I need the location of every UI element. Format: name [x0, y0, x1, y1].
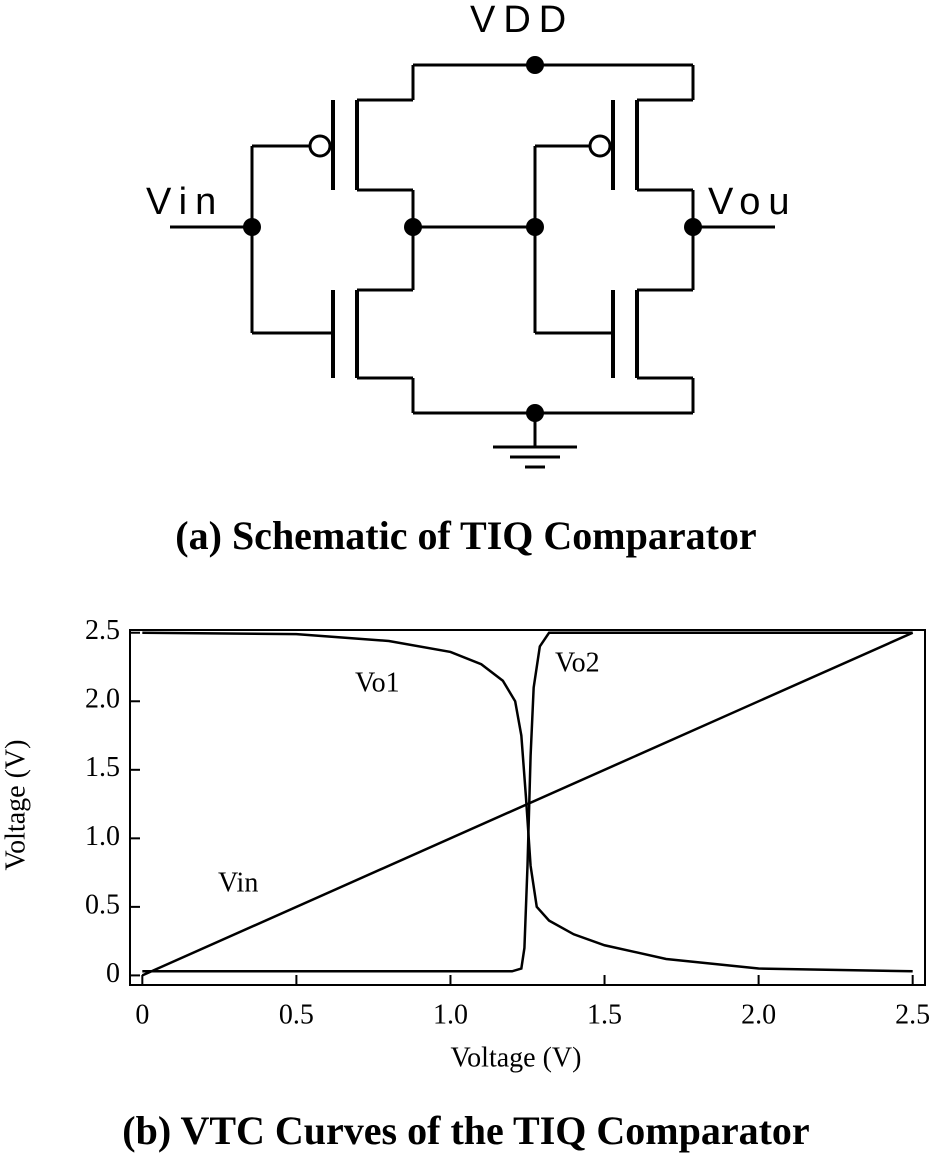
node-dot [526, 56, 544, 74]
x-tick-label: 0.5 [279, 999, 314, 1030]
gate-bubble [308, 134, 332, 158]
y-tick-label: 1.0 [85, 821, 120, 852]
x-tick-label: 1.5 [587, 999, 622, 1030]
y-tick-label: 0 [106, 958, 120, 989]
caption-b: (b) VTC Curves of the TIQ Comparator [122, 1108, 809, 1153]
caption-a: (a) Schematic of TIQ Comparator [175, 513, 756, 558]
gate-bubble [588, 134, 612, 158]
series-label: Vin [218, 867, 258, 898]
vdd-label: VDD [470, 0, 574, 41]
series-line [142, 631, 913, 973]
x-tick-label: 2.5 [895, 999, 930, 1030]
series-label: Vo1 [355, 667, 400, 698]
node-dot [404, 218, 422, 236]
node-dot [243, 218, 261, 236]
y-axis-label: Voltage (V) [0, 740, 31, 871]
plot-frame [129, 629, 926, 986]
vout-label: Vou [708, 181, 798, 223]
x-axis-label: Voltage (V) [451, 1042, 582, 1073]
x-tick-label: 2.0 [741, 999, 776, 1030]
node-dot [526, 218, 544, 236]
series-line [142, 631, 913, 973]
y-tick-label: 0.5 [85, 889, 120, 920]
series-line [141, 631, 914, 977]
node-dot [684, 218, 702, 236]
series-label: Vo2 [555, 647, 600, 678]
node-dot [526, 404, 544, 422]
vin-label: Vin [146, 181, 224, 223]
x-tick-label: 0 [135, 999, 149, 1030]
x-tick-label: 1.0 [433, 999, 468, 1030]
y-tick-label: 1.5 [85, 752, 120, 783]
y-tick-label: 2.0 [85, 684, 120, 715]
y-tick-label: 2.5 [85, 615, 120, 646]
